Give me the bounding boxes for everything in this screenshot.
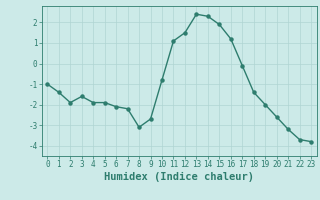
X-axis label: Humidex (Indice chaleur): Humidex (Indice chaleur)	[104, 172, 254, 182]
